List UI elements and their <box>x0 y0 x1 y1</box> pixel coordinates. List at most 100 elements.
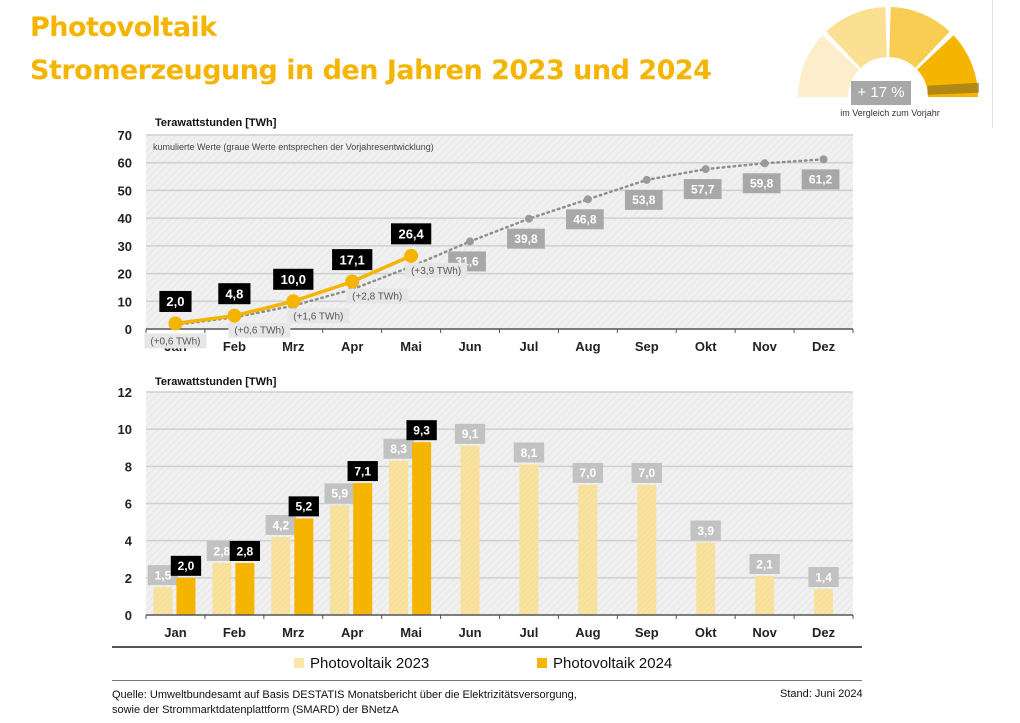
series-2023-data-label: 53,8 <box>624 189 663 210</box>
series-2024-data-label-text: 17,1 <box>340 252 365 267</box>
difference-label-text: (+2,8 TWh) <box>352 292 402 303</box>
series-2023-data-label-bg <box>742 173 781 194</box>
line-chart-subtitle: kumulierte Werte (graue Werte entspreche… <box>153 142 434 152</box>
source-line-1: Quelle: Umweltbundesamt auf Basis DESTAT… <box>112 689 577 701</box>
bar-2024 <box>412 442 432 615</box>
series-2023-data-label: 59,8 <box>742 173 781 194</box>
line-chart-ytick-label: 70 <box>118 128 132 143</box>
bar-2024 <box>176 577 196 615</box>
bar-chart-x-label: Okt <box>695 625 717 640</box>
series-2023-data-label-text: 57,7 <box>691 182 715 196</box>
line-chart-ytick-label: 20 <box>118 267 132 282</box>
series-2023-data-label-bg <box>801 169 840 190</box>
series-2023-data-label-text: 61,2 <box>809 173 833 187</box>
bar-2023-data-label-text: 2,1 <box>756 557 773 571</box>
bar-2023-data-label-bg <box>265 514 296 535</box>
series-2023-data-label-bg <box>565 209 604 230</box>
series-2023-point <box>466 237 475 246</box>
bar-2024-data-label-text: 9,3 <box>413 423 430 437</box>
series-2023-data-label: 57,7 <box>683 179 722 200</box>
bar-chart-x-label: Dez <box>812 625 836 640</box>
legend-item-2023: Photovoltaik 2023 <box>294 655 429 672</box>
bar-2023-data-label-text: 8,3 <box>390 442 407 456</box>
gauge-segment <box>889 7 950 68</box>
legend-label-2023: Photovoltaik 2023 <box>310 655 430 672</box>
difference-label: (+2,8 TWh) <box>346 288 409 304</box>
bar-2023-data-label: 3,9 <box>690 520 721 541</box>
line-chart-x-label: Jun <box>458 339 481 354</box>
series-2024-data-label: 2,0 <box>159 290 192 312</box>
bar-chart-x-label: Jul <box>520 625 539 640</box>
difference-label-text: (+0,6 TWh) <box>234 326 284 337</box>
series-2024-point <box>227 308 242 323</box>
bar-2024-data-label-text: 2,8 <box>237 544 254 558</box>
difference-label-bg <box>346 288 409 304</box>
series-2024-point <box>404 248 419 263</box>
gauge-chart <box>798 7 979 97</box>
bar-2023-data-label: 1,5 <box>147 565 179 586</box>
bar-2023-data-label-text: 9,1 <box>462 427 479 441</box>
difference-label-bg <box>144 333 207 349</box>
bar-2024-data-label-bg <box>347 461 378 482</box>
title-line-2: Stromerzeugung in den Jahren 2023 und 20… <box>30 55 712 86</box>
bar-2023-data-label-bg <box>631 462 662 483</box>
bar-2023-data-label-text: 7,0 <box>638 466 655 480</box>
series-2023-data-label-bg <box>683 179 722 200</box>
difference-label: (+1,6 TWh) <box>287 308 350 324</box>
line-chart-ylabel: Terawattstunden [TWh] <box>155 117 277 129</box>
legend-swatch-2024 <box>537 658 547 668</box>
bar-2023 <box>460 445 480 615</box>
series-2023-data-label: 46,8 <box>565 209 604 230</box>
series-2023-point <box>524 214 533 223</box>
gauge-caption: im Vergleich zum Vorjahr <box>840 108 940 118</box>
line-chart-ytick-label: 0 <box>125 322 132 337</box>
series-2023-point <box>583 195 592 204</box>
series-2024-data-label-bg <box>391 223 432 245</box>
line-chart-x-label: Okt <box>695 339 717 354</box>
difference-label: (+0,6 TWh) <box>144 333 207 349</box>
bar-2024-data-label: 9,3 <box>406 420 437 441</box>
series-2023-data-label: 39,8 <box>507 228 545 249</box>
bar-2023-data-label: 2,8 <box>206 540 238 561</box>
bar-2023 <box>153 587 173 615</box>
legend-top-rule <box>112 646 862 648</box>
series-2024-data-label: 10,0 <box>273 268 314 290</box>
series-2024-data-label: 17,1 <box>332 249 373 271</box>
bar-2024-data-label-bg <box>406 420 437 441</box>
bar-2023-data-label: 9,1 <box>454 423 486 444</box>
bar-2023 <box>755 575 775 615</box>
bar-2023-data-label-bg <box>206 540 238 561</box>
line-chart-plot-area <box>146 135 853 329</box>
series-2024-data-label-bg <box>332 249 373 271</box>
legend-item-2024: Photovoltaik 2024 <box>537 655 672 672</box>
series-2024-data-label-text: 10,0 <box>281 272 306 287</box>
difference-label-bg <box>405 262 468 278</box>
bar-chart-x-label: Jun <box>458 625 481 640</box>
bar-2023 <box>519 464 539 615</box>
bar-2023-data-label-text: 3,9 <box>697 524 714 538</box>
series-2023-data-label-text: 53,8 <box>632 193 656 207</box>
difference-label-text: (+1,6 TWh) <box>293 311 343 322</box>
bar-2023-data-label-text: 5,9 <box>331 487 348 501</box>
series-2024-data-label-bg <box>159 290 192 312</box>
legend-swatch-2023 <box>294 658 304 668</box>
series-2024-data-label-text: 2,0 <box>166 294 184 309</box>
difference-label-bg <box>228 322 291 338</box>
line-chart-x-label: Jul <box>520 339 539 354</box>
line-chart-x-label: Mai <box>400 339 422 354</box>
bar-2024 <box>353 483 373 615</box>
bar-2024-data-label: 7,1 <box>347 461 378 482</box>
line-chart-x-label: Nov <box>752 339 777 354</box>
series-2023-point <box>701 165 710 174</box>
bar-2024-data-label-bg <box>229 540 261 561</box>
line-chart-ytick-label: 60 <box>118 156 132 171</box>
bar-chart-ytick-label: 12 <box>118 385 132 400</box>
series-2024-data-label: 26,4 <box>391 223 432 245</box>
line-chart-x-label: Dez <box>812 339 836 354</box>
bar-2023-data-label: 8,3 <box>383 438 414 459</box>
line-chart-x-label: Mrz <box>282 339 305 354</box>
bar-2023 <box>578 484 598 615</box>
series-2023-data-label: 61,2 <box>801 169 840 190</box>
gauge-value-badge: + 17 % <box>851 81 911 105</box>
